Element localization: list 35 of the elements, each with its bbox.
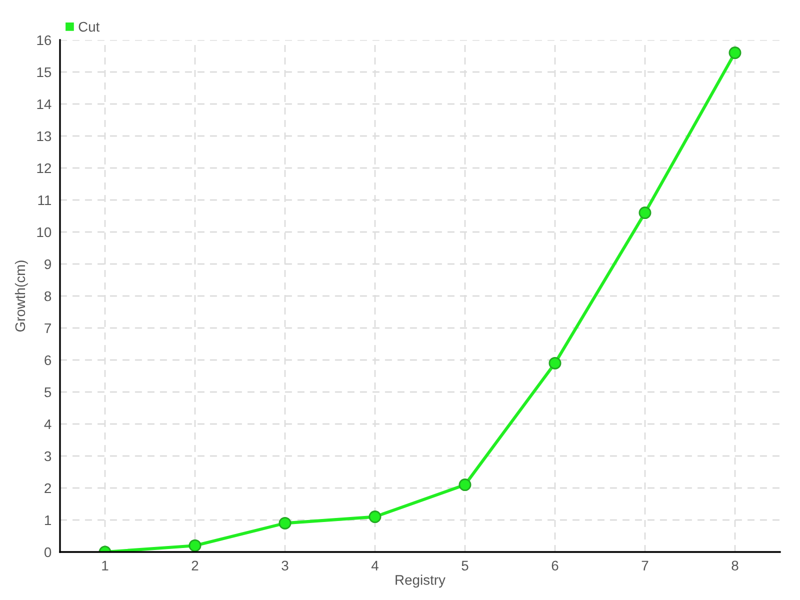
- x-tick-label: 6: [552, 560, 558, 571]
- point: [728, 46, 742, 60]
- y-tick-label: 2: [44, 483, 51, 494]
- y-tick-label: 15: [37, 67, 52, 78]
- point: [638, 206, 652, 220]
- x-tick-label: 3: [282, 560, 288, 571]
- y-tick-label: 3: [44, 451, 52, 462]
- y-tick-label: 4: [44, 419, 52, 430]
- point: [188, 539, 202, 552]
- x-tick-label: 1: [102, 560, 108, 570]
- y-axis-title: Growth(cm): [14, 260, 28, 332]
- y-tick-label: 16: [37, 35, 52, 46]
- y-tick-label: 10: [37, 227, 52, 238]
- y-tick-label: 8: [44, 291, 52, 302]
- point: [368, 510, 382, 524]
- y-tick-label: 5: [44, 387, 52, 398]
- x-tick-label: 8: [732, 560, 738, 571]
- point: [458, 478, 472, 492]
- x-axis-title: Registry: [396, 574, 446, 588]
- y-tick-label: 1: [45, 515, 51, 526]
- legend-label: Cut: [78, 22, 100, 32]
- y-tick-label: 9: [44, 259, 52, 270]
- x-tick-label: 5: [462, 560, 468, 571]
- y-tick-label: 12: [37, 163, 51, 174]
- y-tick-label: 7: [44, 323, 51, 334]
- y-tick-label: 13: [37, 131, 52, 142]
- point: [548, 356, 562, 370]
- y-tick-label: 14: [37, 99, 52, 110]
- point: [278, 516, 292, 530]
- x-tick-label: 2: [192, 560, 198, 570]
- y-tick-label: 0: [44, 547, 52, 558]
- x-tick-label: 4: [371, 560, 378, 570]
- y-tick-label: 6: [44, 355, 52, 366]
- y-tick-label: 11: [38, 195, 51, 206]
- x-tick-label: 7: [642, 560, 648, 570]
